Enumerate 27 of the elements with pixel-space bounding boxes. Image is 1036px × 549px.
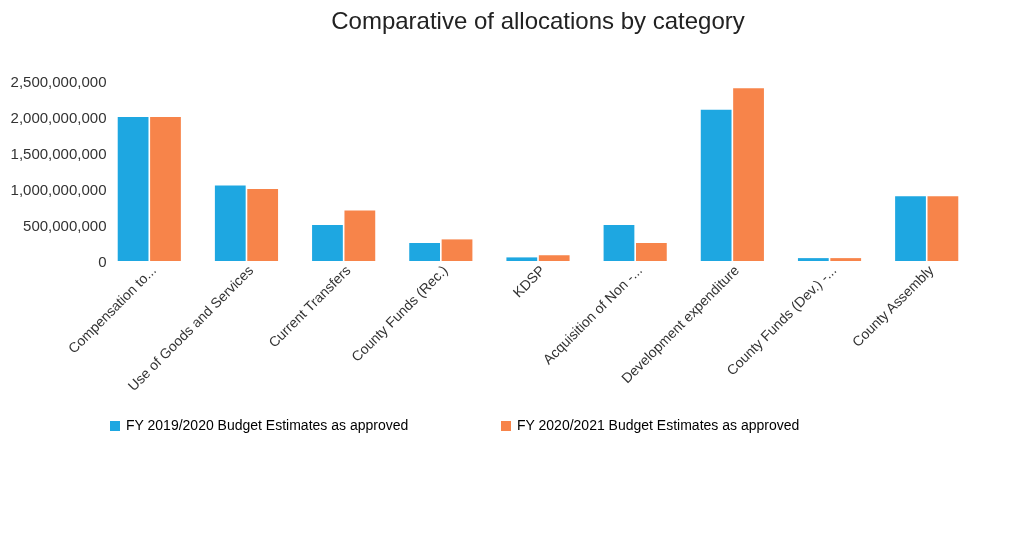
bar <box>797 258 829 261</box>
bar <box>441 239 473 261</box>
y-tick-label: 2,500,000,000 <box>10 72 107 90</box>
y-tick-label: 1,000,000,000 <box>10 180 107 198</box>
bar <box>117 117 149 261</box>
legend-label: FY 2020/2021 Budget Estimates as approved <box>517 417 800 433</box>
chart-title: Comparative of allocations by category <box>331 7 745 34</box>
bar <box>214 185 246 261</box>
bar <box>247 189 279 261</box>
y-tick-label: 1,500,000,000 <box>10 144 107 162</box>
bar <box>700 109 732 261</box>
bar <box>409 243 441 261</box>
bar <box>733 88 764 261</box>
y-tick-label: 0 <box>98 252 107 270</box>
bar <box>635 243 667 261</box>
bar <box>895 196 926 261</box>
bar <box>506 257 538 261</box>
bar <box>603 225 635 261</box>
bar <box>830 258 862 261</box>
bar <box>538 255 570 261</box>
y-tick-label: 500,000,000 <box>23 216 107 234</box>
bar <box>150 117 181 261</box>
y-tick-label: 2,000,000,000 <box>10 108 107 126</box>
bar <box>344 210 376 261</box>
bar <box>312 225 343 261</box>
legend-label: FY 2019/2020 Budget Estimates as approved <box>126 417 409 433</box>
bar <box>927 196 959 261</box>
